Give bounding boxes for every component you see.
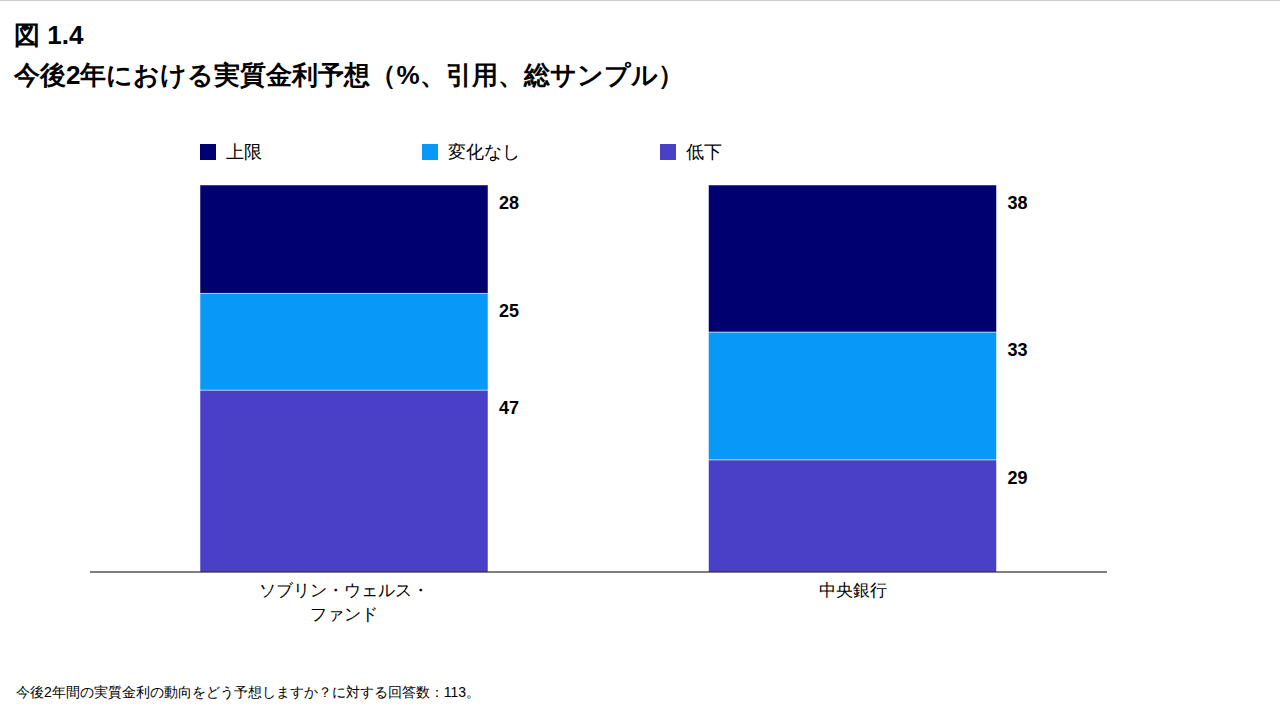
- html-text:低下: 低下: [686, 142, 722, 162]
- html-text:変化なし: 変化なし: [448, 142, 520, 162]
- html-text:上限: 上限: [226, 142, 262, 162]
- svg-text:28: 28: [499, 193, 519, 213]
- svg-text:中央銀行: 中央銀行: [819, 581, 887, 600]
- svg-text:47: 47: [499, 398, 519, 418]
- html-text:今後2年における実質金利予想（%、引用、総サンプル）: 今後2年における実質金利予想（%、引用、総サンプル）: [14, 60, 684, 90]
- svg-text:38: 38: [1008, 193, 1028, 213]
- svg-text:29: 29: [1008, 468, 1028, 488]
- html-text:図 1.4: 図 1.4: [14, 20, 84, 50]
- svg-text:33: 33: [1008, 340, 1028, 360]
- svg-text:ソブリン・ウェルス・ファンド: ソブリン・ウェルス・ファンド: [259, 581, 429, 624]
- svg-text:25: 25: [499, 301, 519, 321]
- html-text:今後2年間の実質金利の動向をどう予想しますか？に対する回答数: 今後2年間の実質金利の動向をどう予想しますか？に対する回答数：113。: [16, 684, 481, 700]
